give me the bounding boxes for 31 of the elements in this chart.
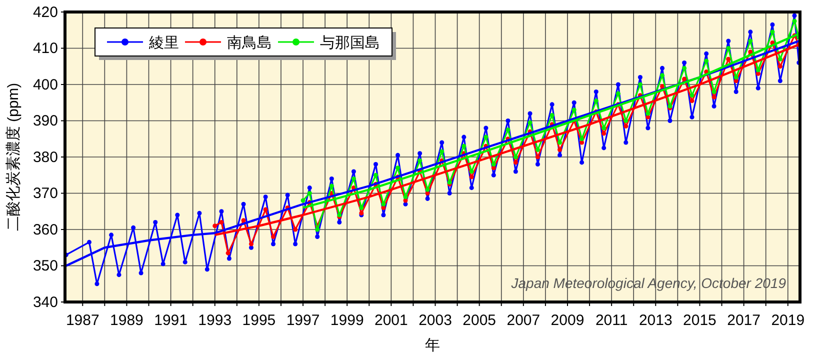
x-tick-label: 1999 <box>330 312 364 329</box>
x-tick-label: 2001 <box>374 312 408 329</box>
y-tick-label: 410 <box>32 40 58 58</box>
x-tick-label: 2003 <box>418 312 452 329</box>
x-tick-label: 1987 <box>66 312 100 329</box>
x-tick-label: 1993 <box>198 312 232 329</box>
x-tick-label: 2009 <box>550 312 584 329</box>
y-tick-label: 390 <box>32 112 58 130</box>
x-tick-label: 2017 <box>727 312 760 329</box>
x-axis-title: 年 <box>425 337 440 354</box>
y-tick-label: 340 <box>32 294 58 311</box>
x-tick-label: 1997 <box>286 312 320 329</box>
x-tick-label: 2015 <box>683 312 716 329</box>
y-tick-label: 360 <box>32 221 58 238</box>
y-tick-label: 420 <box>32 4 58 21</box>
x-tick-label: 1991 <box>154 312 188 329</box>
y-tick-label: 370 <box>32 185 58 202</box>
x-tick-label: 2019 <box>771 312 805 329</box>
legend-label: 与那国島 <box>320 34 380 52</box>
x-tick-label: 2007 <box>506 312 540 329</box>
legend-label: 綾里 <box>148 34 179 52</box>
y-tick-label: 380 <box>32 148 58 166</box>
legend-label: 南鳥島 <box>227 34 272 52</box>
y-tick-label: 400 <box>32 76 58 94</box>
x-tick-label: 1989 <box>110 312 144 329</box>
x-tick-label: 2011 <box>595 312 628 329</box>
y-axis-title: 二酸化炭素濃度 (ppm) <box>5 82 22 232</box>
x-tick-label: 2013 <box>638 312 672 329</box>
x-tick-label: 2005 <box>462 312 496 329</box>
y-tick-label: 350 <box>32 258 58 275</box>
x-tick-label: 1995 <box>242 312 276 329</box>
